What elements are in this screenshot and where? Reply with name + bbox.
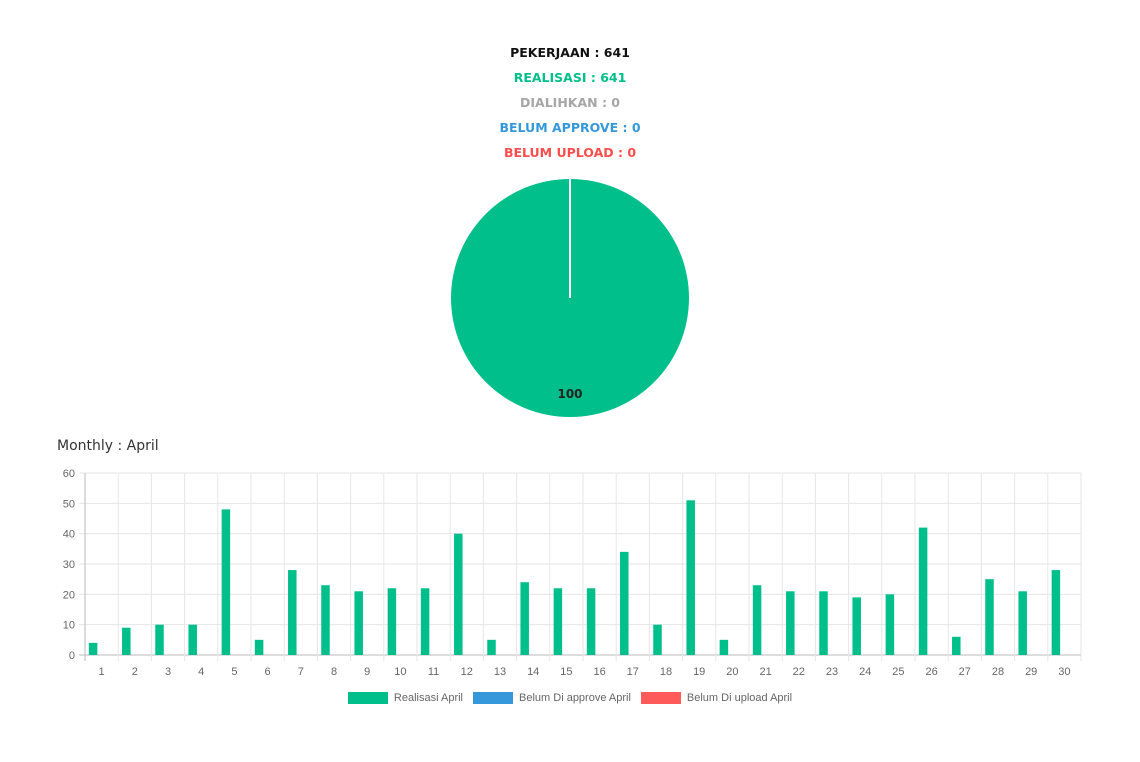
x-tick-label: 10: [394, 666, 406, 678]
y-tick-label: 50: [63, 498, 75, 510]
y-tick-label: 0: [69, 650, 75, 662]
x-tick-label: 7: [298, 666, 304, 678]
y-tick-label: 20: [63, 589, 75, 601]
bar[interactable]: [520, 582, 529, 655]
bar[interactable]: [620, 551, 629, 655]
x-tick-label: 18: [660, 666, 672, 678]
legend-item[interactable]: Belum Di approve April: [473, 692, 631, 704]
bar[interactable]: [188, 624, 197, 655]
bar[interactable]: [985, 579, 994, 655]
bar[interactable]: [819, 591, 828, 655]
bar[interactable]: [354, 591, 363, 655]
bar[interactable]: [454, 533, 463, 655]
bar[interactable]: [221, 509, 231, 655]
legend-swatch: [347, 692, 388, 704]
bar[interactable]: [885, 594, 895, 655]
x-tick-label: 3: [165, 666, 171, 678]
x-tick-label: 12: [461, 666, 473, 678]
x-tick-label: 17: [627, 666, 639, 678]
legend-label: Belum Di approve April: [519, 692, 631, 704]
x-tick-label: 8: [331, 666, 337, 678]
y-tick-label: 10: [63, 620, 75, 632]
legend-label: Belum Di upload April: [686, 692, 793, 704]
x-tick-label: 29: [1025, 666, 1037, 678]
x-tick-label: 2: [132, 666, 138, 678]
x-tick-label: 25: [892, 666, 904, 678]
x-tick-label: 24: [859, 666, 871, 678]
x-tick-label: 14: [527, 666, 539, 678]
dialihkan-total: DIALIHKAN : 0: [520, 95, 620, 110]
legend-item[interactable]: Realisasi April: [347, 692, 464, 704]
x-tick-label: 15: [560, 666, 572, 678]
x-tick-label: 30: [1058, 666, 1070, 678]
bar[interactable]: [786, 591, 795, 655]
belum-upload-total: BELUM UPLOAD : 0: [503, 145, 637, 160]
x-tick-label: 20: [726, 666, 738, 678]
bar[interactable]: [852, 597, 861, 655]
bar[interactable]: [1018, 591, 1027, 655]
x-tick-label: 22: [793, 666, 805, 678]
bar[interactable]: [420, 588, 430, 655]
x-tick-label: 11: [428, 666, 439, 678]
pekerjaan-total: PEKERJAAN : 641: [510, 45, 630, 60]
y-tick-label: 30: [63, 559, 75, 571]
bar[interactable]: [752, 585, 762, 655]
bar[interactable]: [254, 639, 264, 655]
x-tick-label: 1: [99, 666, 105, 678]
bar[interactable]: [487, 639, 496, 655]
legend-label: Realisasi April: [393, 692, 464, 704]
x-tick-label: 6: [265, 666, 271, 678]
bar[interactable]: [553, 588, 563, 655]
x-tick-label: 5: [231, 666, 237, 678]
x-tick-label: 26: [925, 666, 937, 678]
bar[interactable]: [952, 636, 961, 655]
legend-swatch: [640, 692, 681, 704]
bar[interactable]: [155, 624, 164, 655]
x-tick-label: 19: [693, 666, 705, 678]
summary-panel: PEKERJAAN : 641 REALISASI : 641 DIALIHKA…: [0, 40, 1140, 165]
x-tick-label: 13: [494, 666, 506, 678]
y-tick-label: 40: [63, 529, 75, 541]
x-tick-label: 9: [364, 666, 370, 678]
bar[interactable]: [653, 624, 662, 655]
x-tick-label: 27: [959, 666, 971, 678]
pie-data-label: 100: [557, 387, 582, 401]
belum-approve-total: BELUM APPROVE : 0: [499, 120, 641, 135]
chart-legend: Realisasi April Belum Di approve April Bel…: [0, 692, 1140, 704]
x-tick-label: 23: [826, 666, 838, 678]
monthly-chart-title: Monthly : April: [57, 438, 159, 454]
grid-lines: [79, 472, 1082, 661]
pie-chart: 100: [451, 179, 689, 417]
bar[interactable]: [387, 588, 397, 655]
x-tick-label: 4: [198, 666, 204, 678]
bar[interactable]: [686, 500, 695, 655]
x-tick-label: 16: [593, 666, 605, 678]
x-tick-label: 21: [759, 666, 771, 678]
realisasi-total: REALISASI : 641: [513, 70, 627, 85]
bar[interactable]: [88, 642, 98, 655]
y-tick-label: 60: [63, 468, 75, 480]
legend-swatch: [473, 692, 514, 704]
bar[interactable]: [321, 585, 330, 655]
bar[interactable]: [288, 570, 297, 655]
bar[interactable]: [122, 627, 131, 655]
bar[interactable]: [586, 588, 596, 655]
bar[interactable]: [1051, 570, 1061, 655]
x-tick-label: 28: [992, 666, 1004, 678]
bar[interactable]: [719, 639, 729, 655]
legend-item[interactable]: Belum Di upload April: [640, 692, 793, 704]
bar[interactable]: [918, 527, 928, 655]
